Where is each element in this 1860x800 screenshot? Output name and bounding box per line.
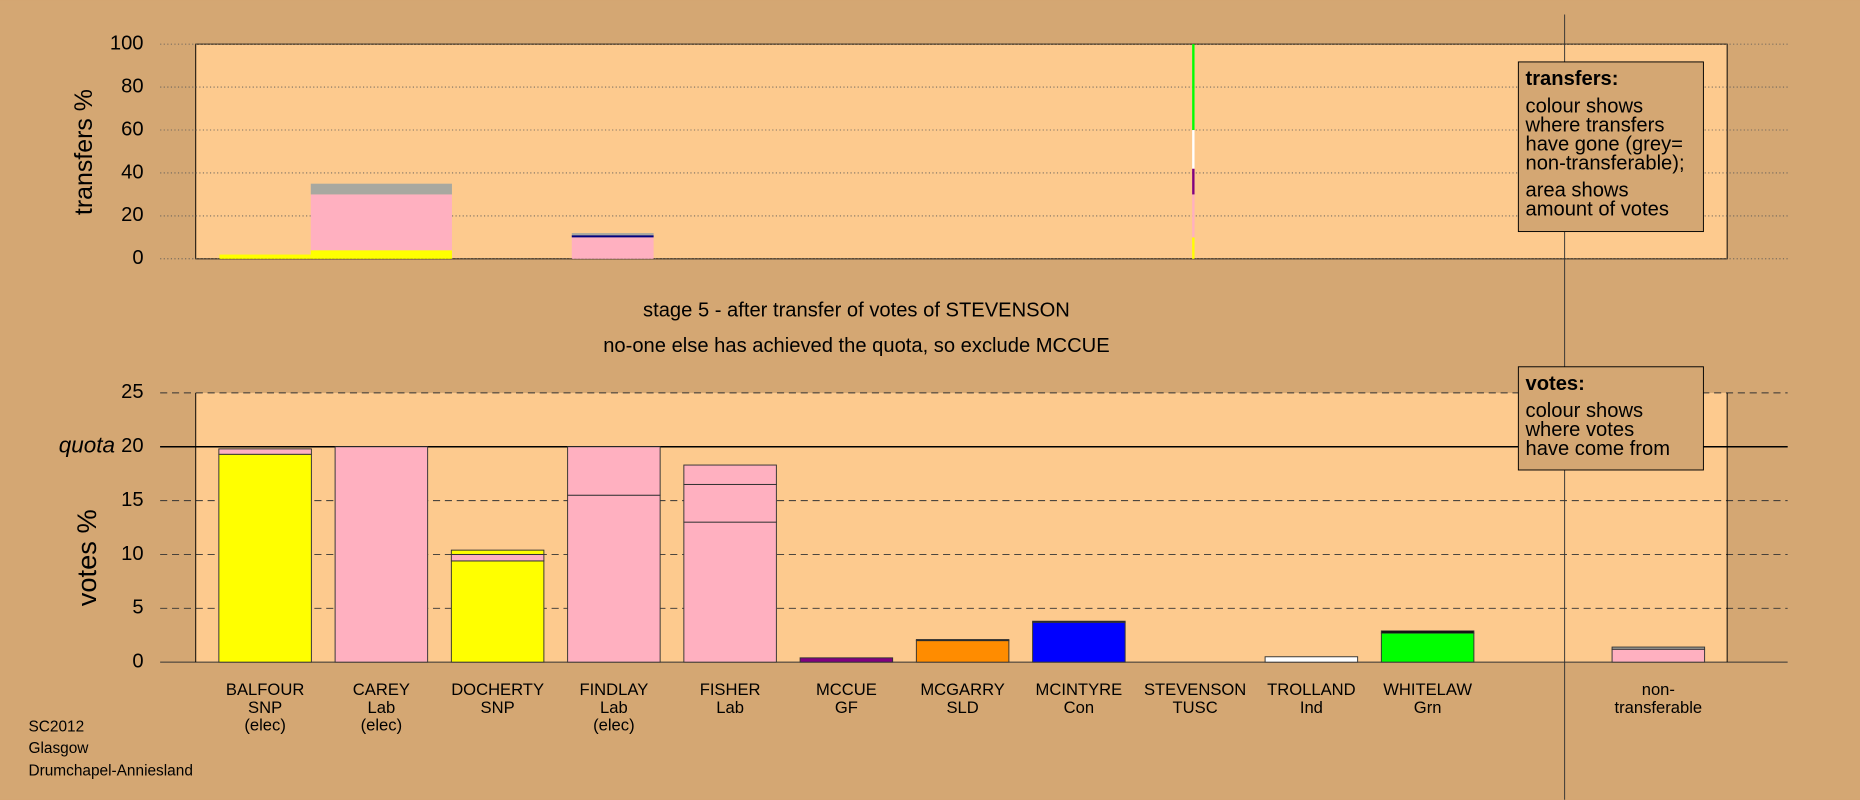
- y-axis-label: transfers %: [70, 89, 98, 215]
- vote-segment: [218, 448, 312, 455]
- x-tick-label: (elec): [361, 716, 403, 735]
- transfer-segment: [310, 250, 452, 259]
- y-tick-label: 5: [132, 597, 143, 619]
- transfer-segment: [219, 254, 311, 259]
- vote-segment: [683, 464, 777, 485]
- legend-box: [1517, 366, 1704, 471]
- x-tick-label: Lab: [716, 698, 744, 717]
- x-tick-label: GF: [835, 698, 858, 717]
- x-tick-label: DOCHERTY: [451, 680, 544, 699]
- x-tick-label: non-: [1642, 680, 1675, 699]
- x-tick-label: Grn: [1414, 698, 1442, 717]
- x-tick-label: BALFOUR: [226, 680, 304, 699]
- vote-segment: [915, 639, 1010, 642]
- vote-segment: [1611, 646, 1706, 650]
- vote-segment: [683, 483, 777, 523]
- transfer-segment: [1192, 168, 1195, 195]
- y-tick-label: 25: [121, 381, 143, 403]
- y-tick-label: 0: [132, 247, 143, 269]
- vote-segment: [915, 640, 1010, 663]
- vote-segment: [1264, 656, 1359, 663]
- x-tick-label: transferable: [1615, 698, 1703, 717]
- vote-segment: [1380, 630, 1475, 634]
- x-tick-label: FISHER: [700, 680, 761, 699]
- legend-text: non-transferable);: [1525, 152, 1684, 174]
- x-tick-label: MCCUE: [816, 680, 877, 699]
- annotation: stage 5 - after transfer of votes of STE…: [643, 299, 1070, 321]
- transfer-segment: [1192, 237, 1195, 259]
- vote-segment: [1032, 620, 1126, 623]
- vote-segment: [1032, 621, 1126, 663]
- y-tick-label: 20: [121, 435, 143, 457]
- vote-segment: [799, 657, 894, 663]
- transfer-segment: [1192, 194, 1195, 238]
- vote-segment: [450, 553, 545, 562]
- x-tick-label: TROLLAND: [1267, 680, 1356, 699]
- y-tick-label: 0: [132, 650, 143, 672]
- x-tick-label: TUSC: [1173, 698, 1218, 717]
- x-tick-label: SNP: [481, 698, 515, 717]
- legend-text: have come from: [1525, 438, 1670, 460]
- x-tick-label: Con: [1064, 698, 1094, 717]
- vote-segment: [567, 494, 661, 663]
- legend-text: amount of votes: [1525, 199, 1668, 221]
- transfer-segment: [310, 183, 452, 195]
- marks: 0204060801000510152025quotaBALFOURSNP(el…: [59, 32, 1788, 735]
- x-tick-label: (elec): [593, 716, 635, 735]
- vote-segment: [1611, 648, 1706, 663]
- transfer-segment: [1192, 44, 1195, 131]
- vote-segment: [1380, 632, 1475, 663]
- y-tick-label: 15: [121, 489, 143, 511]
- transfer-segment: [571, 233, 654, 236]
- legend-text: area shows: [1525, 180, 1628, 202]
- transfer-segment: [310, 194, 452, 251]
- legend-text: have gone (grey=: [1525, 133, 1682, 155]
- x-tick-label: WHITELAW: [1383, 680, 1472, 699]
- x-tick-label: CAREY: [353, 680, 410, 699]
- vote-segment: [450, 549, 545, 555]
- x-tick-label: SNP: [248, 698, 282, 717]
- transfer-segment: [1192, 130, 1195, 169]
- y-tick-label: 20: [121, 204, 143, 226]
- y-tick-label: 10: [121, 543, 143, 565]
- annotation: no-one else has achieved the quota, so e…: [603, 335, 1109, 357]
- legend-text: where votes: [1524, 419, 1634, 441]
- x-tick-label: Lab: [600, 698, 628, 717]
- x-tick-label: Ind: [1300, 698, 1323, 717]
- x-tick-label: FINDLAY: [579, 680, 648, 699]
- vote-segment: [218, 453, 312, 663]
- y-tick-label: 80: [121, 75, 143, 97]
- legend-text: colour shows: [1525, 400, 1643, 422]
- transfer-segment: [571, 235, 654, 238]
- vote-segment: [683, 521, 777, 663]
- quota-label: quota: [59, 433, 115, 458]
- transfer-segment: [571, 237, 654, 259]
- x-tick-label: SLD: [946, 698, 978, 717]
- x-tick-label: (elec): [244, 716, 285, 735]
- footer: SC2012: [28, 718, 84, 735]
- x-tick-label: Lab: [368, 698, 396, 717]
- vote-segment: [450, 560, 545, 663]
- legend-box: [1517, 61, 1704, 233]
- x-tick-label: MCINTYRE: [1036, 680, 1123, 699]
- y-tick-label: 40: [121, 161, 143, 183]
- legend-title: votes:: [1525, 373, 1584, 395]
- legend-text: colour shows: [1525, 95, 1643, 117]
- y-tick-label: 100: [110, 32, 144, 54]
- vote-segment: [334, 446, 429, 663]
- y-axis-label: votes %: [71, 509, 102, 606]
- vote-segment: [567, 446, 661, 496]
- footer: Drumchapel-Anniesland: [28, 762, 192, 779]
- legend-title: transfers:: [1525, 68, 1618, 90]
- footer: Glasgow: [28, 740, 89, 757]
- x-tick-label: MCGARRY: [920, 680, 1005, 699]
- legend-text: where transfers: [1524, 114, 1664, 136]
- x-tick-label: STEVENSON: [1144, 680, 1246, 699]
- y-tick-label: 60: [121, 118, 143, 140]
